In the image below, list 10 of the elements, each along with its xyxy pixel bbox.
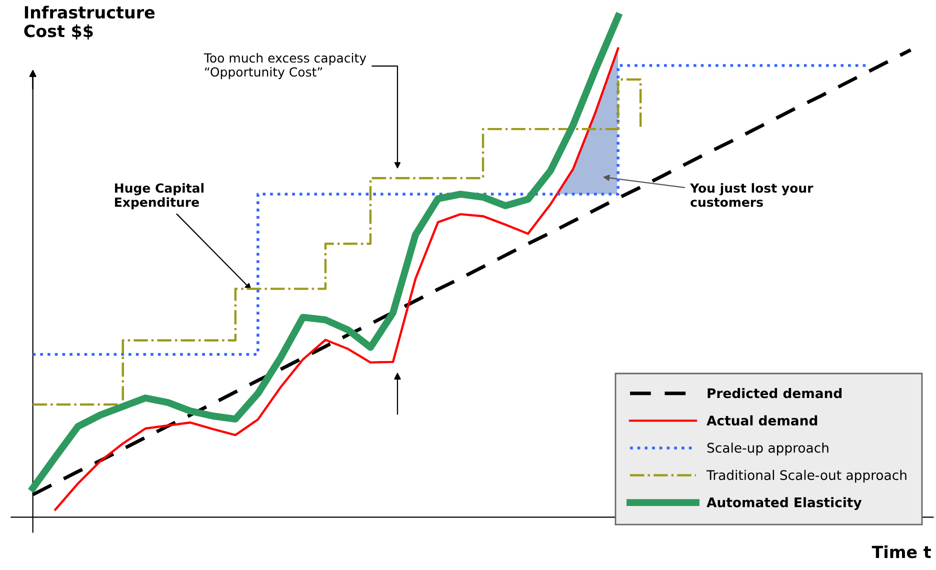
legend-label: Scale-up approach: [707, 442, 828, 456]
legend-label: Predicted demand: [708, 388, 842, 398]
annotation: Huge Capital Expenditure: [115, 183, 204, 210]
annotation: Too much excess capacity “Opportunity Cost”: [204, 53, 366, 80]
legend-label: Automated Elasticity: [706, 497, 862, 510]
legend-label: Actual demand: [706, 415, 818, 426]
annotation: You just lost your customers: [690, 183, 814, 207]
y-axis-title: Infrastructure Cost $$: [24, 6, 155, 40]
legend-label: Traditional Scale-out approach: [706, 470, 906, 483]
x-axis-title: Time t: [872, 545, 931, 558]
